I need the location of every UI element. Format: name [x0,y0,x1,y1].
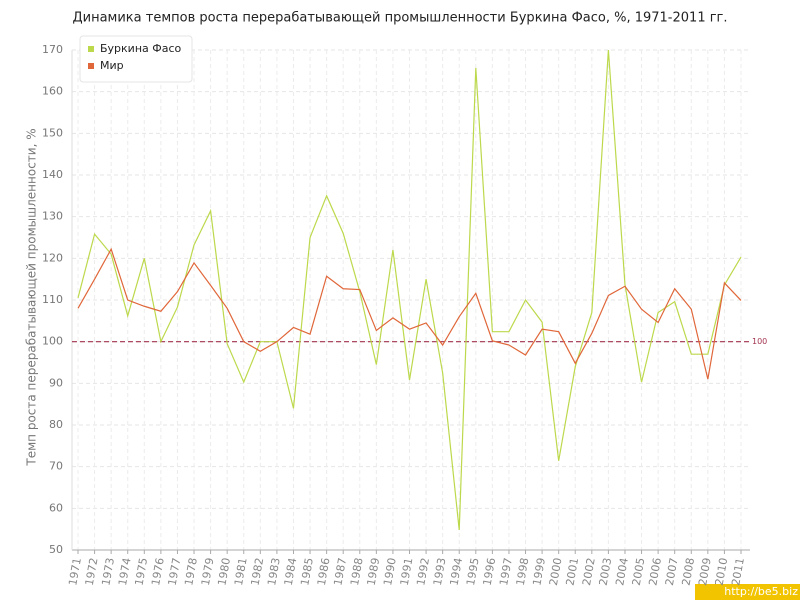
x-tick-label: 1981 [232,557,250,587]
x-tick-label: 2000 [547,557,565,587]
x-tick-label: 1990 [381,557,399,587]
x-tick-label: 2010 [713,557,731,587]
x-tick-label: 1997 [497,557,515,587]
x-tick-label: 1992 [414,557,432,587]
legend-box [79,35,193,83]
x-tick-label: 1987 [331,557,349,587]
y-tick-label: 130 [42,210,63,223]
x-tick-label: 1985 [298,557,316,587]
x-tick-label: 1984 [282,557,300,587]
x-tick-label: 1973 [99,557,117,587]
y-tick-label: 120 [42,251,63,264]
x-tick-label: 2005 [630,557,648,587]
x-tick-label: 2009 [696,557,714,587]
legend-label: Мир [100,59,124,72]
x-tick-label: 2003 [597,557,615,587]
x-tick-label: 2008 [680,557,698,587]
x-tick-label: 1991 [398,557,416,587]
x-tick-label: 1999 [530,557,548,587]
x-tick-label: 1986 [315,557,333,587]
x-tick-label: 2004 [613,557,631,587]
y-axis-label: Темп роста перерабатывающей промышленнос… [25,128,39,466]
x-tick-label: 2007 [663,557,681,587]
x-tick-label: 1972 [83,557,101,587]
y-tick-label: 50 [49,543,63,556]
legend-label: Буркина Фасо [100,42,182,55]
x-tick-label: 2011 [729,557,747,587]
watermark: http://be5.biz [724,585,798,598]
y-tick-label: 150 [42,126,63,139]
y-tick-label: 70 [49,460,63,473]
x-tick-label: 1980 [215,557,233,587]
x-tick-label: 1971 [66,557,84,587]
data-line [77,49,742,531]
legend-swatch [88,46,94,52]
x-tick-label: 2002 [580,557,598,587]
reference-label: 100 [752,337,767,346]
y-tick-label: 140 [42,168,63,181]
x-tick-label: 1989 [365,557,383,587]
y-tick-label: 110 [42,293,63,306]
x-tick-label: 1988 [348,557,366,587]
x-tick-label: 1976 [149,557,167,587]
data-line [77,247,742,380]
x-tick-label: 1974 [116,557,134,587]
y-tick-label: 90 [49,376,63,389]
watermark-bg [695,584,800,600]
x-tick-label: 2001 [563,557,581,587]
x-tick-label: 1993 [431,557,449,587]
x-tick-label: 1979 [199,557,217,587]
y-tick-label: 170 [42,43,63,56]
x-tick-label: 1983 [265,557,283,587]
x-tick-label: 1982 [249,557,267,587]
x-tick-label: 1995 [464,557,482,587]
x-tick-label: 1996 [481,557,499,587]
x-tick-label: 1977 [166,557,184,587]
x-tick-label: 1998 [514,557,532,587]
y-tick-label: 160 [42,85,63,98]
chart-title: Динамика темпов роста перерабатывающей п… [72,11,727,26]
y-tick-label: 80 [49,418,63,431]
x-tick-label: 1994 [447,557,465,587]
y-tick-label: 100 [42,335,63,348]
x-tick-label: 1978 [182,557,200,587]
legend-swatch [88,63,94,69]
y-tick-label: 60 [49,501,63,514]
x-tick-label: 2006 [646,557,664,587]
x-tick-label: 1975 [133,557,151,587]
